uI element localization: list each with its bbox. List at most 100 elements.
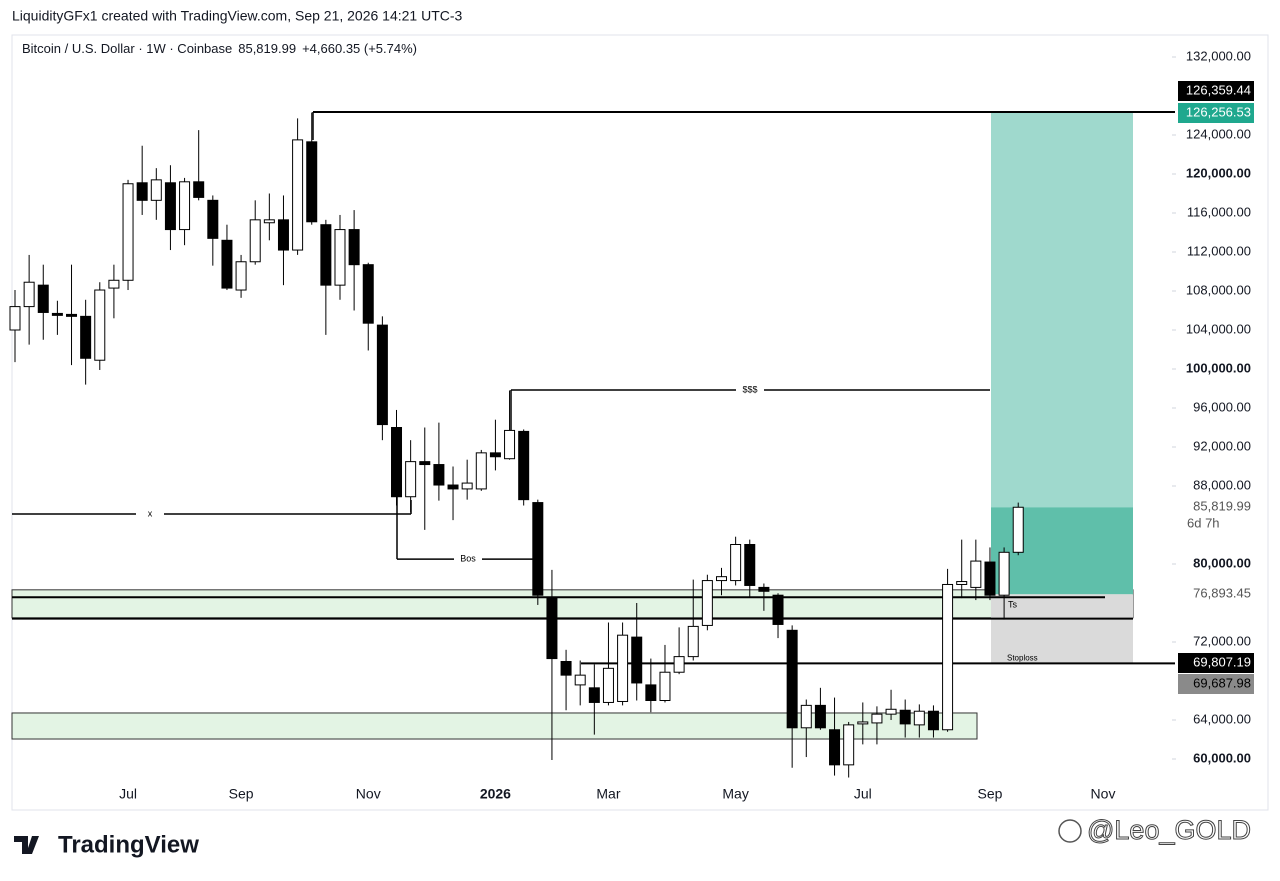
y-tick-label: 120,000.00 <box>1186 165 1251 180</box>
y-tick-label: 88,000.00 <box>1193 477 1251 492</box>
countdown: 6d 7h <box>1187 515 1220 530</box>
candle-body <box>546 596 558 660</box>
annotation-text: Ts <box>1008 600 1018 610</box>
x-tick-label: Sep <box>229 786 254 802</box>
annotation-text: Bos <box>460 553 476 563</box>
candle-body <box>814 704 826 729</box>
annotation-bg <box>736 383 764 396</box>
candle-body <box>23 281 35 308</box>
candle-body <box>108 279 120 289</box>
brand: TradingView <box>58 831 199 858</box>
candle-body <box>179 181 191 231</box>
zone <box>11 589 1134 619</box>
candle-body <box>376 324 388 426</box>
y-tick-label: 80,000.00 <box>1193 555 1251 570</box>
candle-body <box>51 312 63 316</box>
last-price: 85,819.99 <box>238 41 296 56</box>
caption: LiquidityGFx1 created with TradingView.c… <box>12 8 463 24</box>
candle-body <box>249 219 261 263</box>
candle-body <box>461 482 473 490</box>
y-tick-label: 112,000.00 <box>1187 243 1251 258</box>
candle-body <box>758 586 770 592</box>
candle-body <box>645 684 657 701</box>
candle-body <box>617 634 629 702</box>
candle-body <box>602 667 614 703</box>
candle-body <box>800 704 812 729</box>
candle-body <box>772 594 784 625</box>
candle-body <box>207 199 219 239</box>
candle-body <box>843 724 855 766</box>
candle-body <box>9 306 21 331</box>
target-zone <box>991 113 1133 508</box>
candle-body <box>730 543 742 582</box>
candle-body <box>277 219 289 251</box>
profit-zone <box>991 507 1133 595</box>
y-tick-label: 100,000.00 <box>1186 360 1251 375</box>
candle-body <box>320 224 332 286</box>
chart-frame <box>11 34 1269 811</box>
candle-body <box>292 139 304 251</box>
candle-body <box>419 461 431 466</box>
candle-body <box>857 721 869 725</box>
candle-body <box>334 229 346 286</box>
candle-body <box>362 264 374 324</box>
candle-body <box>504 429 516 460</box>
candle-body <box>659 671 671 701</box>
price-label: 126,359.44 <box>1186 82 1251 97</box>
y-tick-label: 124,000.00 <box>1186 126 1251 141</box>
x-tick-label: Mar <box>596 786 620 802</box>
price-label-bg <box>1178 653 1254 673</box>
price-label: 69,807.19 <box>1193 654 1251 669</box>
x-tick-label: Sep <box>978 786 1003 802</box>
candle-body <box>221 239 233 289</box>
candle-body <box>193 181 205 198</box>
candle-body <box>405 461 417 498</box>
candle-body <box>899 709 911 725</box>
candle-body <box>306 141 318 223</box>
candle-body <box>150 179 162 201</box>
candle-body <box>80 315 92 359</box>
candle-body <box>871 713 883 724</box>
y-tick-label: 132,000.00 <box>1186 48 1251 63</box>
annotation-bg <box>136 507 164 520</box>
candle-body <box>1012 506 1024 553</box>
tv-logo <box>14 836 39 854</box>
candle-body <box>913 710 925 726</box>
annotation-text: x <box>148 508 153 518</box>
annotation-bg <box>454 553 482 566</box>
candle-body <box>235 261 247 291</box>
candle-body <box>574 674 586 686</box>
price-label-bg <box>1178 103 1254 123</box>
candle-body <box>94 289 106 361</box>
y-tick-label: 72,000.00 <box>1193 633 1251 648</box>
y-tick-label: 92,000.00 <box>1193 438 1251 453</box>
candle-body <box>122 183 134 281</box>
price-label: 85,819.99 <box>1193 498 1251 513</box>
y-tick-label: 104,000.00 <box>1186 321 1251 336</box>
candle-body <box>956 581 968 585</box>
candle-body <box>701 580 713 626</box>
candle-body <box>348 229 360 266</box>
candle-body <box>37 284 49 313</box>
y-tick-label: 60,000.00 <box>1193 750 1251 765</box>
candle-body <box>518 430 530 501</box>
candle-body <box>136 182 148 201</box>
price-label-bg <box>1178 674 1254 694</box>
x-tick-label: 2026 <box>480 786 511 802</box>
candle-body <box>532 502 544 596</box>
candle-body <box>984 561 996 596</box>
candle-body <box>786 629 798 729</box>
candle-body <box>391 427 403 498</box>
price-label: 126,256.53 <box>1186 104 1251 119</box>
y-tick-label: 64,000.00 <box>1193 711 1251 726</box>
candle-body <box>942 583 954 731</box>
candle-body <box>744 543 756 586</box>
annotation-text: $$$ <box>742 384 757 394</box>
candle-body <box>970 560 982 588</box>
candle-body <box>66 313 78 317</box>
x-tick-label: May <box>722 786 748 802</box>
y-tick-label: 108,000.00 <box>1186 282 1251 297</box>
y-tick-label: 96,000.00 <box>1193 399 1251 414</box>
candle-body <box>998 551 1010 596</box>
